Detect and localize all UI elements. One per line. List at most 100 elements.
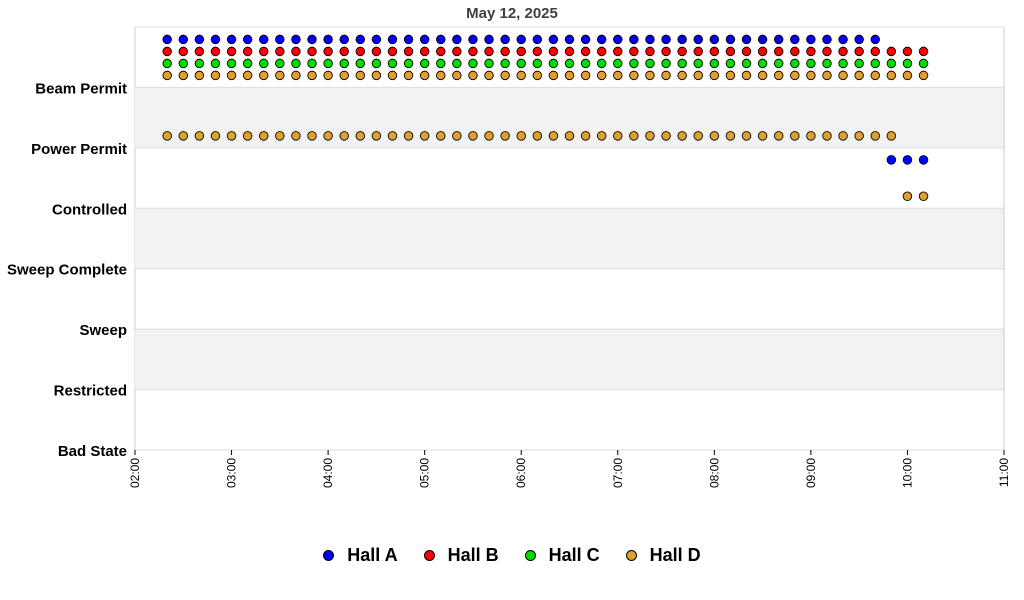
data-point-hall-c (838, 58, 848, 69)
x-tick-label: 06:00 (514, 458, 528, 488)
data-point-hall-b (178, 46, 189, 57)
plot-band (135, 208, 1004, 269)
data-point-hall-c (452, 58, 462, 69)
data-point-hall-d (162, 131, 172, 141)
data-point-hall-d (307, 70, 317, 81)
legend-item: Hall B (423, 545, 499, 566)
data-point-hall-c (339, 58, 349, 69)
data-point-hall-d (822, 131, 832, 141)
data-point-hall-a (886, 155, 897, 165)
data-point-hall-a (323, 34, 333, 45)
data-point-hall-a (371, 34, 382, 45)
data-point-hall-b (436, 46, 446, 57)
data-point-hall-d (725, 70, 736, 81)
data-point-hall-a (790, 34, 800, 45)
data-point-hall-a (757, 34, 768, 45)
data-point-hall-b (629, 46, 639, 57)
data-point-hall-d (629, 70, 639, 81)
data-point-hall-c (291, 58, 301, 69)
data-point-hall-d (258, 70, 269, 81)
data-point-hall-b (886, 46, 897, 57)
data-point-hall-a (162, 34, 172, 45)
x-tick-label: 11:00 (997, 458, 1011, 487)
data-point-hall-b (773, 46, 784, 57)
data-point-hall-c (258, 58, 269, 69)
data-point-hall-c (532, 58, 543, 69)
data-point-hall-c (548, 58, 559, 69)
data-point-hall-d (806, 70, 816, 81)
data-point-hall-d (162, 70, 172, 81)
x-tick-label: 09:00 (804, 458, 818, 488)
legend-marker (423, 549, 435, 561)
data-point-hall-d (677, 131, 687, 141)
data-point-hall-a (854, 34, 864, 45)
data-point-hall-b (275, 46, 285, 57)
data-point-hall-d (419, 70, 430, 81)
x-tick-label: 05:00 (418, 458, 432, 488)
data-point-hall-b (210, 46, 221, 57)
data-point-hall-d (886, 70, 897, 81)
data-point-hall-a (661, 34, 671, 45)
data-point-hall-c (822, 58, 832, 69)
data-point-hall-b (258, 46, 269, 57)
data-point-hall-d (613, 131, 623, 141)
data-point-hall-a (178, 34, 189, 45)
data-point-hall-d (564, 131, 575, 141)
data-point-hall-d (709, 131, 720, 141)
data-point-hall-b (468, 46, 478, 57)
data-point-hall-d (452, 131, 462, 141)
data-point-hall-a (484, 34, 494, 45)
x-tick-label: 10:00 (900, 458, 914, 488)
y-tick-label: Restricted (54, 383, 127, 400)
data-point-hall-a (806, 34, 816, 45)
data-point-hall-d (242, 70, 253, 81)
data-point-hall-d (371, 70, 382, 81)
data-point-hall-d (757, 131, 768, 141)
data-point-hall-d (902, 70, 913, 81)
data-point-hall-d (355, 131, 366, 141)
data-point-hall-a (210, 34, 221, 45)
legend-marker (323, 549, 335, 561)
data-point-hall-d (178, 70, 189, 81)
data-point-hall-a (387, 34, 398, 45)
data-point-hall-d (838, 131, 848, 141)
data-point-hall-a (645, 34, 655, 45)
data-point-hall-a (596, 34, 607, 45)
data-point-hall-d (258, 131, 269, 141)
data-point-hall-b (838, 46, 848, 57)
data-point-hall-a (226, 34, 237, 45)
x-axis-ticks: 02:00 03:00 04:00 05:00 06:00 07:00 08:00 09:00… (128, 450, 1011, 488)
data-point-hall-d (613, 70, 623, 81)
data-point-hall-c (210, 58, 221, 69)
data-point-hall-b (693, 46, 703, 57)
data-point-hall-a (532, 34, 543, 45)
x-tick-label: 08:00 (707, 458, 721, 488)
data-point-hall-d (403, 131, 414, 141)
data-point-hall-d (580, 70, 591, 81)
data-point-hall-d (918, 70, 929, 81)
plot-band (135, 329, 1004, 390)
data-point-hall-d (468, 70, 478, 81)
data-point-hall-d (339, 131, 349, 141)
data-point-hall-d (870, 70, 881, 81)
data-point-hall-c (661, 58, 671, 69)
data-point-hall-b (291, 46, 301, 57)
data-point-hall-d (226, 70, 237, 81)
data-point-hall-d (790, 70, 800, 81)
data-point-hall-d (790, 131, 800, 141)
data-point-hall-c (677, 58, 687, 69)
y-tick-label: Controlled (52, 201, 127, 218)
data-point-hall-b (500, 46, 510, 57)
data-point-hall-d (371, 131, 382, 141)
data-point-hall-a (677, 34, 687, 45)
data-point-hall-b (355, 46, 366, 57)
data-point-hall-d (854, 70, 864, 81)
data-point-hall-d (773, 131, 784, 141)
x-tick-label: 03:00 (225, 458, 239, 488)
data-point-hall-d (838, 70, 848, 81)
data-point-hall-d (452, 70, 462, 81)
data-point-hall-c (323, 58, 333, 69)
data-point-hall-a (194, 34, 205, 45)
y-tick-label: Sweep (79, 322, 127, 339)
data-point-hall-a (548, 34, 559, 45)
